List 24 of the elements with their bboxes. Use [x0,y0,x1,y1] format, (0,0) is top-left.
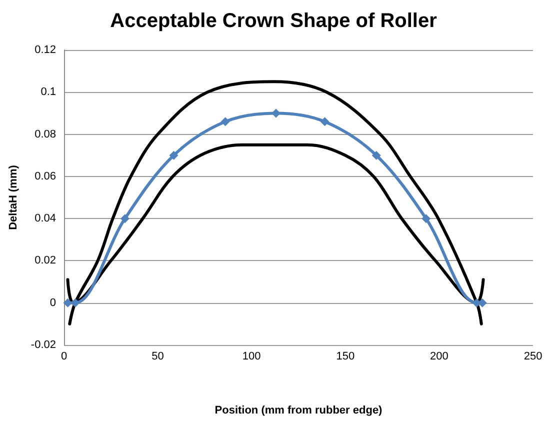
x-tick-label: 50 [152,350,164,362]
point [120,214,130,224]
x-tick-label: 100 [242,350,261,362]
y-tick-label: 0.08 [34,128,56,140]
x-tick-label: 0 [60,350,68,362]
point [220,117,230,126]
y-tick-label: 0.02 [34,254,56,267]
point [422,214,431,224]
y-tick-label: 0.06 [34,170,56,182]
x-tick-label: 250 [524,350,542,362]
y-tick-label: 0 [50,296,56,309]
y-tick-label: 0.04 [34,212,56,225]
y-tick-label: -0.02 [30,339,56,351]
x-axis-title: Position (mm from rubber edge) [214,404,383,416]
y-axis-title: DeltaH (mm) [8,164,20,230]
line-series [68,80,483,326]
point [372,150,381,160]
point [320,117,330,126]
point [169,150,178,160]
chart-title: Acceptable Crown Shape of Roller [110,10,438,32]
y-tick-label: 0.12 [34,44,56,56]
x-tick-label: 150 [336,350,355,362]
y-tick-label: 0.1 [40,86,56,98]
x-tick-label: 200 [430,350,448,362]
